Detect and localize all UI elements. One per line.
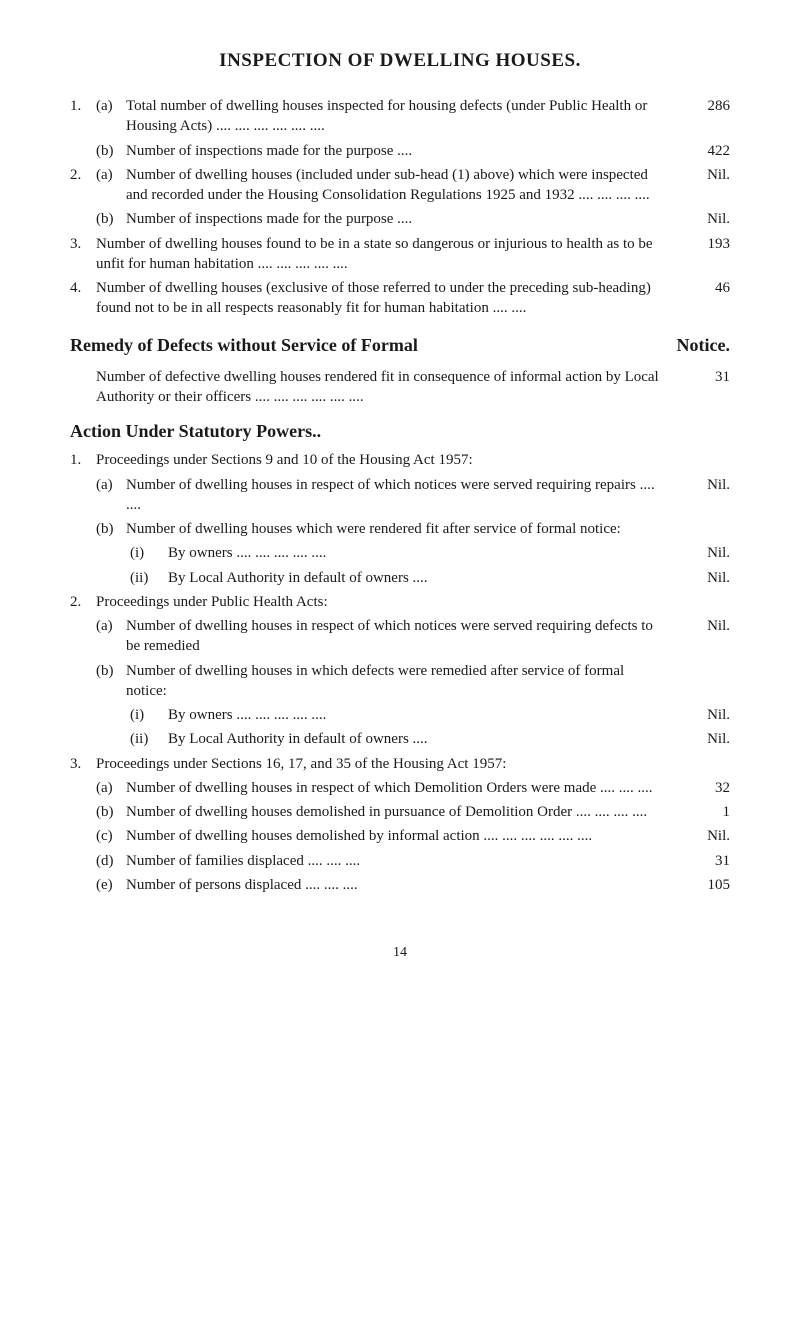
- heading-action: Action Under Statutory Powers..: [70, 421, 730, 442]
- item-value: Nil.: [680, 568, 730, 588]
- item-text: Number of dwelling houses in respect of …: [126, 778, 680, 798]
- s3a: (a) Number of dwelling houses in respect…: [70, 778, 730, 798]
- item-4: 4. Number of dwelling houses (exclusive …: [70, 278, 730, 319]
- item-value: Nil.: [680, 616, 730, 636]
- heading-remedy: Remedy of Defects without Service of For…: [70, 333, 677, 357]
- item-value: Nil.: [680, 705, 730, 725]
- item-text: Number of dwelling houses which were ren…: [126, 519, 680, 539]
- item-sub: (a): [96, 165, 126, 185]
- item-text: By owners .... .... .... .... ....: [168, 705, 680, 725]
- item-text: Proceedings under Sections 16, 17, and 3…: [96, 754, 680, 774]
- item-text: Proceedings under Public Health Acts:: [96, 592, 680, 612]
- item-sub: (b): [96, 141, 126, 161]
- item-value: 105: [680, 875, 730, 895]
- item-num: 3.: [70, 234, 96, 254]
- item-num: 3.: [70, 754, 96, 774]
- item-text: Number of inspections made for the purpo…: [126, 141, 680, 161]
- s2-head: 2. Proceedings under Public Health Acts:: [70, 592, 730, 612]
- s2b-i: (i) By owners .... .... .... .... .... N…: [70, 705, 730, 725]
- item-text: Number of persons displaced .... .... ..…: [126, 875, 680, 895]
- s2a: (a) Number of dwelling houses in respect…: [70, 616, 730, 657]
- item-text: Proceedings under Sections 9 and 10 of t…: [96, 450, 680, 470]
- remedy-item: Number of defective dwelling houses rend…: [70, 367, 730, 408]
- item-value: 422: [680, 141, 730, 161]
- item-num: 2.: [70, 592, 96, 612]
- s3-head: 3. Proceedings under Sections 16, 17, an…: [70, 754, 730, 774]
- item-sub: (b): [96, 519, 126, 539]
- item-value: 193: [680, 234, 730, 254]
- s1b-ii: (ii) By Local Authority in default of ow…: [70, 568, 730, 588]
- item-num: 1.: [70, 450, 96, 470]
- item-sub: (b): [96, 661, 126, 681]
- item-sub: (e): [96, 875, 126, 895]
- item-text: Number of inspections made for the purpo…: [126, 209, 680, 229]
- item-2a: 2. (a) Number of dwelling houses (includ…: [70, 165, 730, 206]
- item-num: 1.: [70, 96, 96, 116]
- page-number: 14: [70, 945, 730, 961]
- item-value: Nil.: [680, 475, 730, 495]
- s2b-ii: (ii) By Local Authority in default of ow…: [70, 729, 730, 749]
- item-text: By owners .... .... .... .... ....: [168, 543, 680, 563]
- item-sub: (a): [96, 96, 126, 116]
- item-text: Number of dwelling houses in respect of …: [126, 616, 680, 657]
- item-sub: (a): [96, 475, 126, 495]
- item-text: Number of dwelling houses (included unde…: [126, 165, 680, 206]
- item-text: Number of families displaced .... .... .…: [126, 851, 680, 871]
- item-text: Number of dwelling houses in respect of …: [126, 475, 680, 516]
- item-2b: (b) Number of inspections made for the p…: [70, 209, 730, 229]
- heading-remedy-right: Notice.: [677, 333, 730, 357]
- heading-text-left: Remedy of Defects without Service of For…: [70, 335, 418, 355]
- item-num: 4.: [70, 278, 96, 298]
- item-value: Nil.: [680, 209, 730, 229]
- page-title: INSPECTION OF DWELLING HOUSES.: [70, 50, 730, 72]
- item-value: 46: [680, 278, 730, 298]
- item-sub: (ii): [126, 729, 168, 749]
- item-value: 1: [680, 802, 730, 822]
- item-text: Number of dwelling houses (exclusive of …: [96, 278, 680, 319]
- item-text: Number of dwelling houses demolished by …: [126, 826, 680, 846]
- s1b-i: (i) By owners .... .... .... .... .... N…: [70, 543, 730, 563]
- item-text: By Local Authority in default of owners …: [168, 568, 680, 588]
- s1b-head: (b) Number of dwelling houses which were…: [70, 519, 730, 539]
- s2b-head: (b) Number of dwelling houses in which d…: [70, 661, 730, 702]
- item-value: Nil.: [680, 826, 730, 846]
- item-text: Total number of dwelling houses inspecte…: [126, 96, 680, 137]
- item-sub: (ii): [126, 568, 168, 588]
- item-value: 31: [680, 851, 730, 871]
- item-sub: (i): [126, 705, 168, 725]
- item-sub: (d): [96, 851, 126, 871]
- item-text: By Local Authority in default of owners …: [168, 729, 680, 749]
- s3d: (d) Number of families displaced .... ..…: [70, 851, 730, 871]
- item-value: Nil.: [680, 729, 730, 749]
- item-text: Number of defective dwelling houses rend…: [96, 367, 680, 408]
- item-num: 2.: [70, 165, 96, 185]
- item-value: Nil.: [680, 543, 730, 563]
- item-3: 3. Number of dwelling houses found to be…: [70, 234, 730, 275]
- item-1b: (b) Number of inspections made for the p…: [70, 141, 730, 161]
- item-sub: (c): [96, 826, 126, 846]
- s1-head: 1. Proceedings under Sections 9 and 10 o…: [70, 450, 730, 470]
- item-text: Number of dwelling houses demolished in …: [126, 802, 680, 822]
- item-sub: (a): [96, 616, 126, 636]
- s3c: (c) Number of dwelling houses demolished…: [70, 826, 730, 846]
- heading-remedy-row: Remedy of Defects without Service of For…: [70, 323, 730, 363]
- item-sub: (b): [96, 209, 126, 229]
- item-sub: (a): [96, 778, 126, 798]
- item-value: 286: [680, 96, 730, 116]
- item-value: Nil.: [680, 165, 730, 185]
- item-value: 32: [680, 778, 730, 798]
- s3b: (b) Number of dwelling houses demolished…: [70, 802, 730, 822]
- item-1a: 1. (a) Total number of dwelling houses i…: [70, 96, 730, 137]
- item-sub: (i): [126, 543, 168, 563]
- item-value: 31: [680, 367, 730, 387]
- s3e: (e) Number of persons displaced .... ...…: [70, 875, 730, 895]
- item-text: Number of dwelling houses in which defec…: [126, 661, 680, 702]
- item-sub: (b): [96, 802, 126, 822]
- item-text: Number of dwelling houses found to be in…: [96, 234, 680, 275]
- s1a: (a) Number of dwelling houses in respect…: [70, 475, 730, 516]
